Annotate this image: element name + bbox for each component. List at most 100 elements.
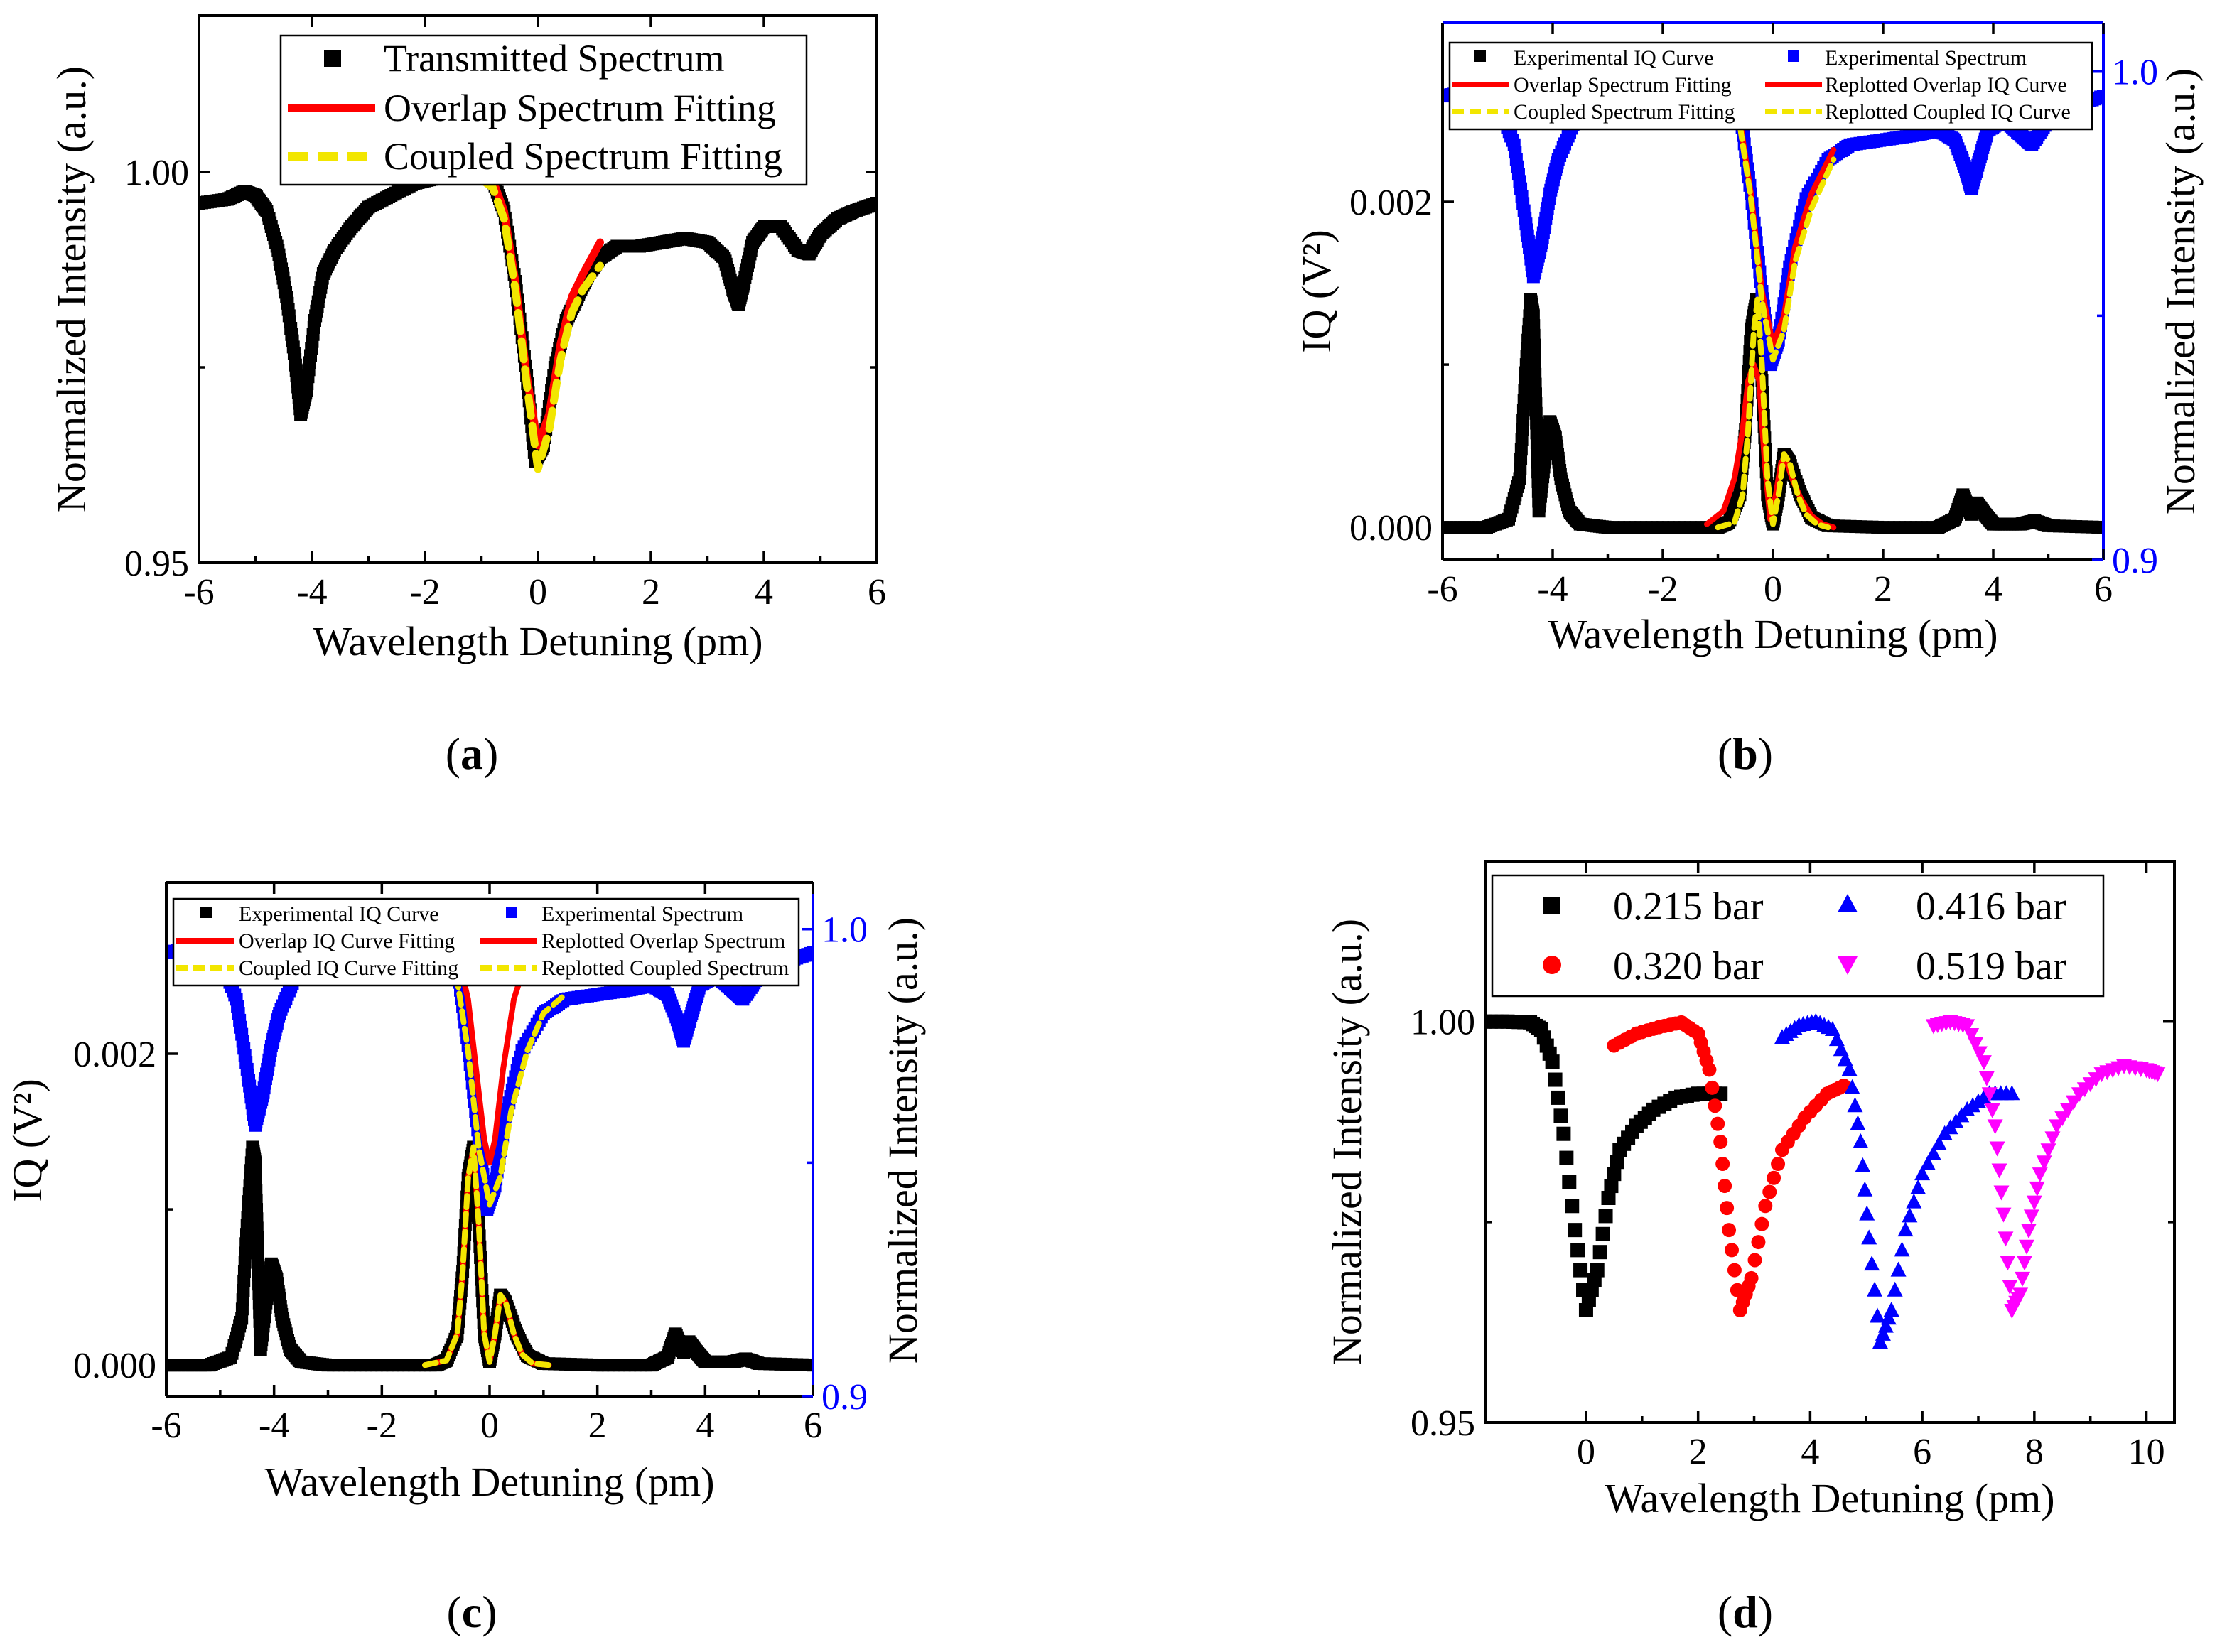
panel-d-point [1767, 1170, 1781, 1185]
panel-d-legend-label-0320: 0.320 bar [1613, 944, 1764, 988]
panel-a-x-tick-label: 6 [868, 572, 886, 612]
panel-d-legend-marker-0215 [1543, 897, 1560, 914]
panel-d-point [1556, 1126, 1571, 1141]
panel-d-point [1715, 1157, 1730, 1172]
panel-d-x-tick-label: 6 [1913, 1432, 1931, 1472]
panel-d-point [1910, 1179, 1926, 1194]
panel-d-point [1987, 1119, 2003, 1135]
panel-a-point [870, 197, 877, 210]
panel-d: 0 2 4 6 8 10 0.95 1.00 Wavelength Detuning (pm… [1324, 860, 2176, 1637]
panel-b-x-tick-label: 4 [1984, 569, 2002, 610]
panel-d-point [2060, 1103, 2076, 1118]
panel-d-point [1855, 1157, 1871, 1172]
panel-d-point [1894, 1241, 1910, 1257]
panel-a-plot-area [199, 166, 877, 473]
panel-d-point [1975, 1055, 1992, 1071]
panel-c-x-ticks: -6 -4 -2 0 2 4 6 [151, 882, 822, 1446]
panel-b-point [1528, 348, 1541, 362]
panel-c-series-layer [166, 922, 813, 1372]
panel-b-point [1529, 377, 1542, 391]
panel-c-legend: Experimental IQ Curve Overlap IQ Curve F… [172, 897, 800, 987]
panel-a-series-coupled-spectrum-fitting [478, 176, 604, 473]
panel-c-legend-label-coupled: Coupled IQ Curve Fitting [239, 956, 458, 980]
panel-b-point [1529, 406, 1543, 420]
panel-d-legend-marker-0416 [1838, 894, 1858, 912]
panel-d-point [2000, 1256, 2016, 1271]
panel-d-point [1604, 1179, 1619, 1194]
panel-b-point [1529, 397, 1543, 411]
panel-b-point [2097, 90, 2103, 103]
panel-d-point [1859, 1205, 1875, 1221]
panel-d-point [1705, 1080, 1720, 1095]
panel-c-x-axis-label: Wavelength Detuning (pm) [264, 1459, 714, 1505]
panel-d-point [2044, 1131, 2061, 1147]
panel-b-series-layer [1443, 65, 2103, 534]
panel-d-point [1978, 1071, 1995, 1086]
panel-d-point [1724, 1243, 1739, 1258]
panel-d-point [1727, 1263, 1742, 1278]
panel-b-right-y-axis-label: Normalized Intensity (a.u.) [2157, 68, 2204, 514]
panel-d-series-0-215-bar [1485, 1014, 1728, 1317]
panel-d-point [1573, 1263, 1588, 1278]
panel-b-x-tick-label: -4 [1537, 569, 1568, 610]
panel-b-x-tick-label: 2 [1874, 569, 1892, 610]
panel-b-legend: Experimental IQ Curve Overlap Spectrum F… [1448, 41, 2093, 131]
panel-d-caption-letter: d [1732, 1587, 1758, 1637]
panel-b-point [1514, 462, 1527, 475]
panel-d-point [1853, 1133, 1869, 1148]
panel-b-point [1514, 443, 1528, 456]
panel-c-point [807, 946, 813, 959]
panel-a-x-axis-label: Wavelength Detuning (pm) [313, 618, 762, 664]
panel-a-caption: (a) [446, 728, 499, 779]
panel-d-point [1565, 1199, 1580, 1214]
panel-d-point [1598, 1209, 1613, 1224]
panel-b-point [1516, 413, 1530, 426]
panel-d-y-ticks: 0.95 1.00 [1411, 1003, 2174, 1444]
panel-c-right-y-tick-label: 1.0 [821, 910, 868, 951]
panel-d-frame [1484, 860, 2176, 1424]
panel-d-point [2066, 1095, 2082, 1111]
panel-d-point [1971, 1046, 1988, 1062]
panel-d-legend-box [1491, 874, 2105, 998]
panel-d-point [1880, 1310, 1897, 1325]
panel-d-point [2012, 1287, 2029, 1303]
panel-d-point [1872, 1334, 1888, 1349]
panel-d-point [1762, 1184, 1777, 1199]
panel-a-x-ticks: -6 -4 -2 0 2 4 6 [183, 16, 886, 612]
panel-d-point [1920, 1155, 1936, 1171]
panel-b-x-tick-label: 0 [1764, 569, 1782, 610]
panel-d-x-tick-label: 4 [1801, 1432, 1819, 1472]
panel-b-legend-label-replotted-coupled: Replotted Coupled IQ Curve [1825, 100, 2071, 124]
panel-d-point [1607, 1167, 1622, 1182]
panel-b-point [1529, 367, 1542, 381]
panel-d-legend-label-0215: 0.215 bar [1613, 885, 1764, 929]
panel-c-x-tick-label: -6 [151, 1405, 181, 1446]
panel-d-point [2004, 1085, 2020, 1101]
panel-d-point [2002, 1280, 2018, 1295]
panel-b-right-y-tick-label: 0.9 [2112, 541, 2158, 581]
panel-d-y-tick-label: 0.95 [1411, 1403, 1475, 1444]
panel-c-x-tick-label: 2 [588, 1405, 607, 1446]
panel-d-point [1850, 1115, 1866, 1130]
panel-d-point [1551, 1090, 1565, 1105]
panel-c-y-tick-label: 0.000 [73, 1346, 156, 1386]
panel-b-point [1527, 328, 1541, 342]
panel-a-x-tick-label: 4 [755, 572, 773, 612]
panel-a-x-tick-label: 2 [642, 572, 660, 612]
panel-b-series-coupled-spectrum-fitting [1715, 78, 1837, 363]
panel-c-x-tick-label: 4 [696, 1405, 714, 1446]
panel-c-y-tick-label: 0.002 [73, 1035, 156, 1075]
panel-c-right-y-tick-label: 0.9 [821, 1377, 868, 1418]
panel-d-legend-label-0416: 0.416 bar [1916, 885, 2066, 929]
panel-b-point [1518, 384, 1531, 397]
panel-c-plot-area [166, 922, 813, 1372]
panel-c-caption: (c) [446, 1587, 497, 1637]
panel-a-legend: Transmitted Spectrum Overlap Spectrum Fi… [279, 34, 808, 186]
panel-d-x-ticks: 0 2 4 6 8 10 [1577, 861, 2165, 1472]
panel-d-point [1883, 1302, 1899, 1317]
panel-d-point [1984, 1103, 2000, 1118]
panel-a-legend-label-overlap: Overlap Spectrum Fitting [384, 87, 776, 129]
panel-c-point [807, 1359, 813, 1372]
panel-d-point [1847, 1097, 1863, 1113]
